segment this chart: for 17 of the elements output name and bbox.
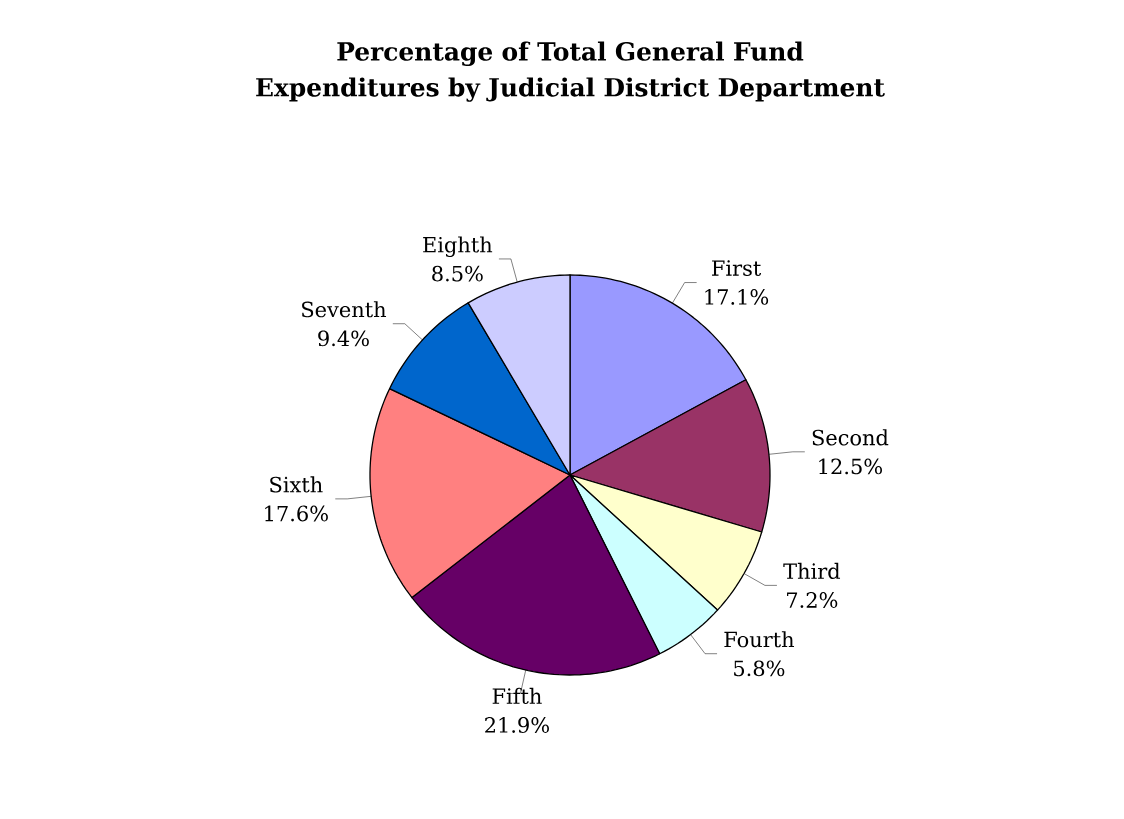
slice-label: Fourth [724, 631, 795, 648]
slice-label: Fifth [492, 687, 542, 705]
data-label: 21.9% [485, 717, 549, 733]
slice-label: Seventh [302, 301, 387, 318]
data-label: 7.2% [787, 592, 838, 608]
data-label: 9.4% [318, 330, 369, 347]
chart-title: Percentage of Total General Fund Expenditures by Judicial District Department [256, 41, 885, 102]
slice-label: Eighth [423, 236, 493, 257]
data-label: 12.5% [819, 458, 882, 475]
slice-label: Second [812, 429, 889, 446]
slice-label: First [712, 260, 762, 276]
data-label: 5.8% [734, 660, 785, 677]
slice-label: Sixth [270, 476, 323, 493]
data-label: 17.6% [265, 505, 328, 522]
data-label: 17.1% [705, 289, 769, 305]
data-label: 8.5% [432, 265, 483, 282]
slice-label: Third [783, 562, 841, 580]
